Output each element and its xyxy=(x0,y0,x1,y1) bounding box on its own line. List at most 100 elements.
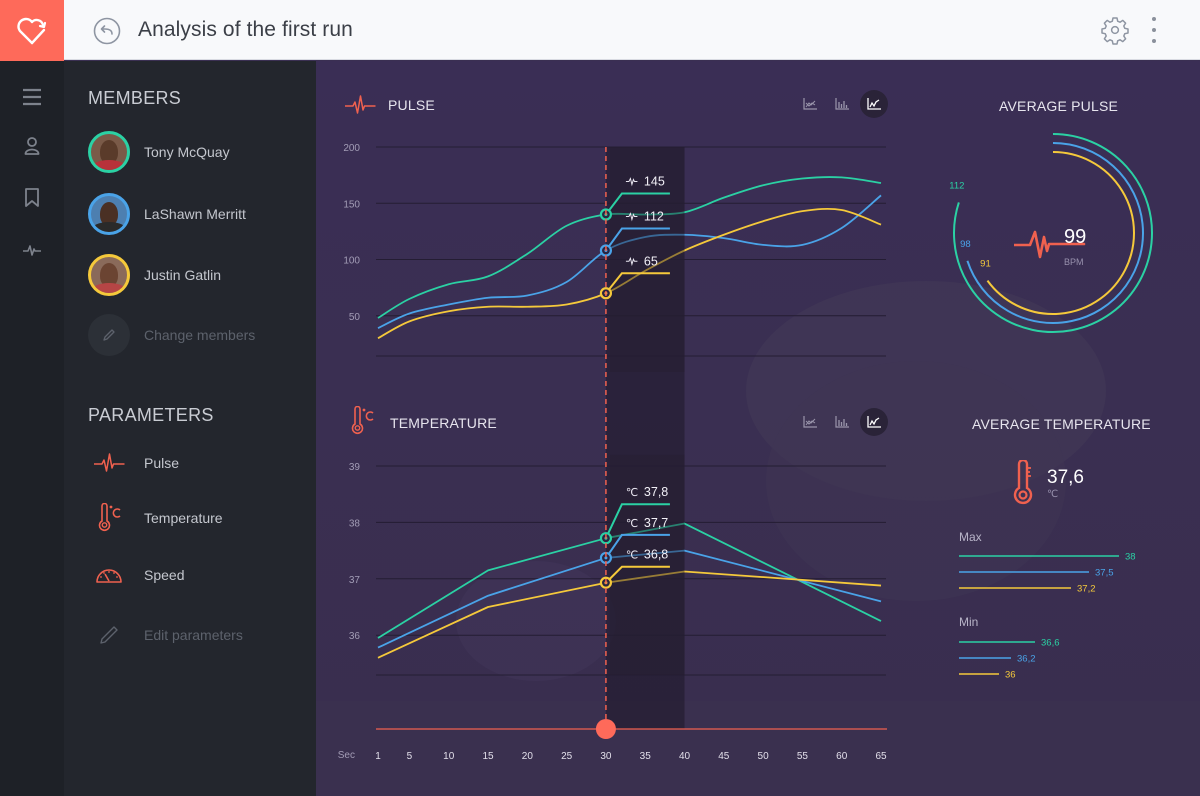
timeline-tick-label: 60 xyxy=(836,751,848,762)
y-tick-label: 150 xyxy=(343,199,360,210)
pulse-icon xyxy=(625,212,638,222)
average-pulse-gauge: 112 98 91 xyxy=(949,133,1153,333)
parameter-item-pulse[interactable]: Pulse xyxy=(88,447,308,479)
area-chart-toggle[interactable] xyxy=(796,90,824,118)
timeline-tick-label: 5 xyxy=(407,751,413,762)
pulse-ring-label: 91 xyxy=(980,259,991,270)
pulse-chart-tools xyxy=(792,90,888,118)
cursor-value-label: 37,8 xyxy=(644,485,668,499)
pulse-ring-label: 112 xyxy=(949,180,964,191)
back-button[interactable] xyxy=(93,17,121,45)
cursor-value-label: 37,7 xyxy=(644,516,668,530)
pulse-icon xyxy=(94,453,125,472)
timeline-tick-label: 1 xyxy=(375,751,381,762)
settings-button[interactable] xyxy=(1100,15,1130,45)
cursor-value-label: 112 xyxy=(644,210,664,224)
page-title: Analysis of the first run xyxy=(138,18,353,41)
chart-1: 39 38 37 36 ℃ 37,8 ℃ 37,7 ℃ 36,8 xyxy=(349,454,886,676)
avatar-shoulders xyxy=(91,160,127,170)
timeline-tick-label: 25 xyxy=(561,751,573,762)
callout-leader xyxy=(605,565,670,584)
bar-chart-toggle[interactable] xyxy=(828,90,856,118)
param-icon-box xyxy=(88,559,130,591)
celsius-icon: ℃ xyxy=(626,518,638,530)
timeline-unit-label: Sec xyxy=(338,750,355,761)
avatar-face xyxy=(100,263,118,287)
celsius-icon: ℃ xyxy=(626,487,638,499)
param-icon-box xyxy=(88,619,130,651)
min-label: Min xyxy=(959,615,979,629)
timeline-slider-handle[interactable] xyxy=(595,719,616,739)
callout-leader xyxy=(605,503,670,539)
member-item[interactable]: Tony McQuay xyxy=(88,130,308,174)
series-line-2 xyxy=(377,207,882,340)
average-pulse-value: 99 xyxy=(1064,226,1087,248)
change-members-button[interactable]: Change members xyxy=(88,313,308,357)
temperature-bar-value: 36,2 xyxy=(1017,654,1036,665)
pencil-icon xyxy=(103,329,115,341)
back-arrow-icon xyxy=(93,17,121,45)
y-tick-label: 38 xyxy=(349,518,361,529)
line-area-chart-icon xyxy=(803,98,817,110)
bar-chart-icon xyxy=(835,416,849,428)
average-pulse-title: AVERAGE PULSE xyxy=(999,98,1119,114)
pulse-ring-1 xyxy=(966,142,1144,324)
chart-0: 200 150 100 50 145 112 65 xyxy=(343,143,886,372)
more-vertical-icon xyxy=(1152,17,1156,21)
rail-menu-button[interactable] xyxy=(20,85,44,109)
pencil-icon xyxy=(100,626,118,644)
line-chart-icon xyxy=(867,416,881,428)
band-dim xyxy=(609,147,685,372)
temperature-bar-value: 37,5 xyxy=(1095,568,1114,579)
app-logo[interactable] xyxy=(0,0,64,61)
bar-chart-toggle[interactable] xyxy=(828,408,856,436)
callout-leader xyxy=(605,227,670,252)
temperature-bar-value: 38 xyxy=(1125,552,1136,563)
members-title: MEMBERS xyxy=(88,88,182,108)
pulse-icon xyxy=(625,256,638,267)
pulse-ring-0 xyxy=(953,133,1153,333)
timeline-tick-label: 35 xyxy=(640,751,652,762)
cursor-value-label: 145 xyxy=(644,175,665,189)
heart-refresh-icon xyxy=(17,17,47,44)
average-temperature-value: 37,6 xyxy=(1047,467,1084,488)
change-members-label: Change members xyxy=(144,327,256,343)
rail-pulse-button[interactable] xyxy=(20,238,44,262)
timeline-tick-label: 15 xyxy=(482,751,494,762)
parameter-label: Temperature xyxy=(144,510,223,526)
timeline-tick-label: 50 xyxy=(758,751,770,762)
more-options-button[interactable] xyxy=(1144,14,1164,46)
line-chart-toggle[interactable] xyxy=(860,90,888,118)
temperature-bar-value: 36 xyxy=(1005,670,1016,681)
temperature-chart-title: TEMPERATURE xyxy=(390,415,497,431)
param-icon-box xyxy=(88,447,130,479)
parameters-title: PARAMETERS xyxy=(88,405,214,425)
pulse-chart-title: PULSE xyxy=(388,97,435,113)
celsius-icon: ℃ xyxy=(626,550,638,562)
temperature-bar-value: 37,2 xyxy=(1077,584,1096,595)
timeline-tick-label: 65 xyxy=(875,751,887,762)
rail-user-button[interactable] xyxy=(20,134,44,158)
app-header: Analysis of the first run xyxy=(0,0,1200,61)
timeline-tick-label: 10 xyxy=(443,751,455,762)
parameter-item-temperature[interactable]: Temperature xyxy=(88,502,308,534)
area-chart-toggle[interactable] xyxy=(796,408,824,436)
edit-parameters-button[interactable]: Edit parameters xyxy=(88,619,308,651)
avatar-shoulders xyxy=(91,222,127,232)
param-icon-box xyxy=(88,502,130,534)
parameter-label: Speed xyxy=(144,567,185,583)
timeline-tick-label: 45 xyxy=(718,751,730,762)
parameter-item-speed[interactable]: Speed xyxy=(88,559,308,591)
heartbeat-icon xyxy=(1012,230,1086,259)
rail-bookmark-button[interactable] xyxy=(20,186,44,210)
bookmark-icon xyxy=(25,188,39,207)
temperature-range-bars: 38 37,5 37,2 36,6 36,236 xyxy=(959,552,1136,681)
speedometer-icon xyxy=(96,569,122,583)
line-chart-toggle[interactable] xyxy=(860,408,888,436)
sidebar: MEMBERS Tony McQuay LaShawn Merritt Just… xyxy=(64,61,316,796)
avatar xyxy=(88,254,130,296)
member-item[interactable]: LaShawn Merritt xyxy=(88,192,308,236)
edit-parameters-label: Edit parameters xyxy=(144,627,243,643)
member-item[interactable]: Justin Gatlin xyxy=(88,253,308,297)
average-temperature-unit: ℃ xyxy=(1047,489,1059,500)
